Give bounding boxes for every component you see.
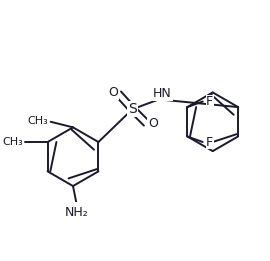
Text: HN: HN — [153, 87, 172, 100]
Text: O: O — [108, 86, 118, 99]
Text: S: S — [128, 102, 137, 116]
Text: F: F — [206, 95, 213, 108]
Text: F: F — [206, 135, 213, 149]
Text: CH₃: CH₃ — [2, 137, 23, 147]
Text: CH₃: CH₃ — [28, 116, 49, 126]
Text: O: O — [148, 117, 158, 130]
Text: NH₂: NH₂ — [65, 206, 88, 219]
